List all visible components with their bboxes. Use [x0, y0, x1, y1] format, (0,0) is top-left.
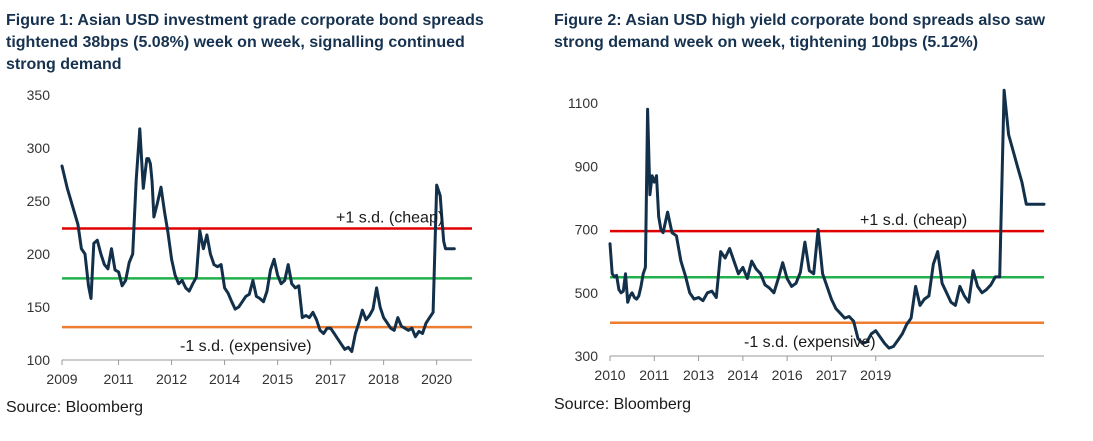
figure-1-panel: Figure 1: Asian USD investment grade cor…: [0, 0, 540, 441]
y-tick-label: 250: [27, 193, 51, 209]
x-tick-label: 2010: [594, 367, 625, 383]
y-tick-label: 350: [27, 87, 51, 103]
x-tick-label: 2014: [727, 367, 758, 383]
y-tick-label: 200: [27, 246, 51, 262]
x-tick-label: 2015: [262, 371, 293, 387]
figure-2-chart: 300 500 700 900 1100 2010 2011 2013 2014 2016 2017…: [568, 88, 1046, 383]
y-tick-label: 100: [27, 352, 51, 368]
reference-line-label: -1 s.d. (expensive): [744, 334, 876, 351]
x-tick-label: 2014: [209, 371, 240, 387]
figure-2-title: Figure 2: Asian USD high yield corporate…: [554, 12, 1046, 51]
y-tick-label: 300: [27, 140, 51, 156]
y-tick-label: 500: [575, 285, 599, 301]
x-tick-label: 2018: [368, 371, 399, 387]
x-tick-label: 2011: [639, 367, 669, 383]
y-tick-label: 1100: [568, 95, 598, 111]
figure-1-title: Figure 1: Asian USD investment grade cor…: [6, 12, 484, 73]
series-line: [60, 127, 456, 353]
x-tick-label: 2019: [860, 367, 891, 383]
y-tick-label: 900: [575, 158, 599, 174]
x-tick-label: 2016: [772, 367, 803, 383]
x-tick-label: 2009: [46, 371, 77, 387]
x-tick-label: 2017: [816, 367, 847, 383]
figure-2-panel: Figure 2: Asian USD high yield corporate…: [548, 0, 1093, 441]
y-tick-label: 300: [575, 348, 599, 364]
x-tick-label: 2011: [103, 371, 133, 387]
figure-1-chart: 100 150 200 250 300 350 2009 2011 2012 2014 2015 20…: [27, 87, 472, 387]
x-tick-label: 2013: [683, 367, 714, 383]
figure-2-source: Source: Bloomberg: [554, 396, 691, 413]
figure-1-source: Source: Bloomberg: [6, 399, 143, 416]
reference-line-label: +1 s.d. (cheap): [336, 210, 443, 227]
x-tick-label: 2020: [421, 371, 452, 387]
y-tick-label: 150: [27, 299, 51, 315]
reference-line-label: +1 s.d. (cheap): [860, 212, 967, 229]
reference-line-label: -1 s.d. (expensive): [180, 338, 312, 355]
series-line: [608, 88, 1046, 350]
y-tick-label: 700: [575, 222, 599, 238]
x-tick-label: 2017: [315, 371, 346, 387]
x-tick-label: 2012: [156, 371, 187, 387]
